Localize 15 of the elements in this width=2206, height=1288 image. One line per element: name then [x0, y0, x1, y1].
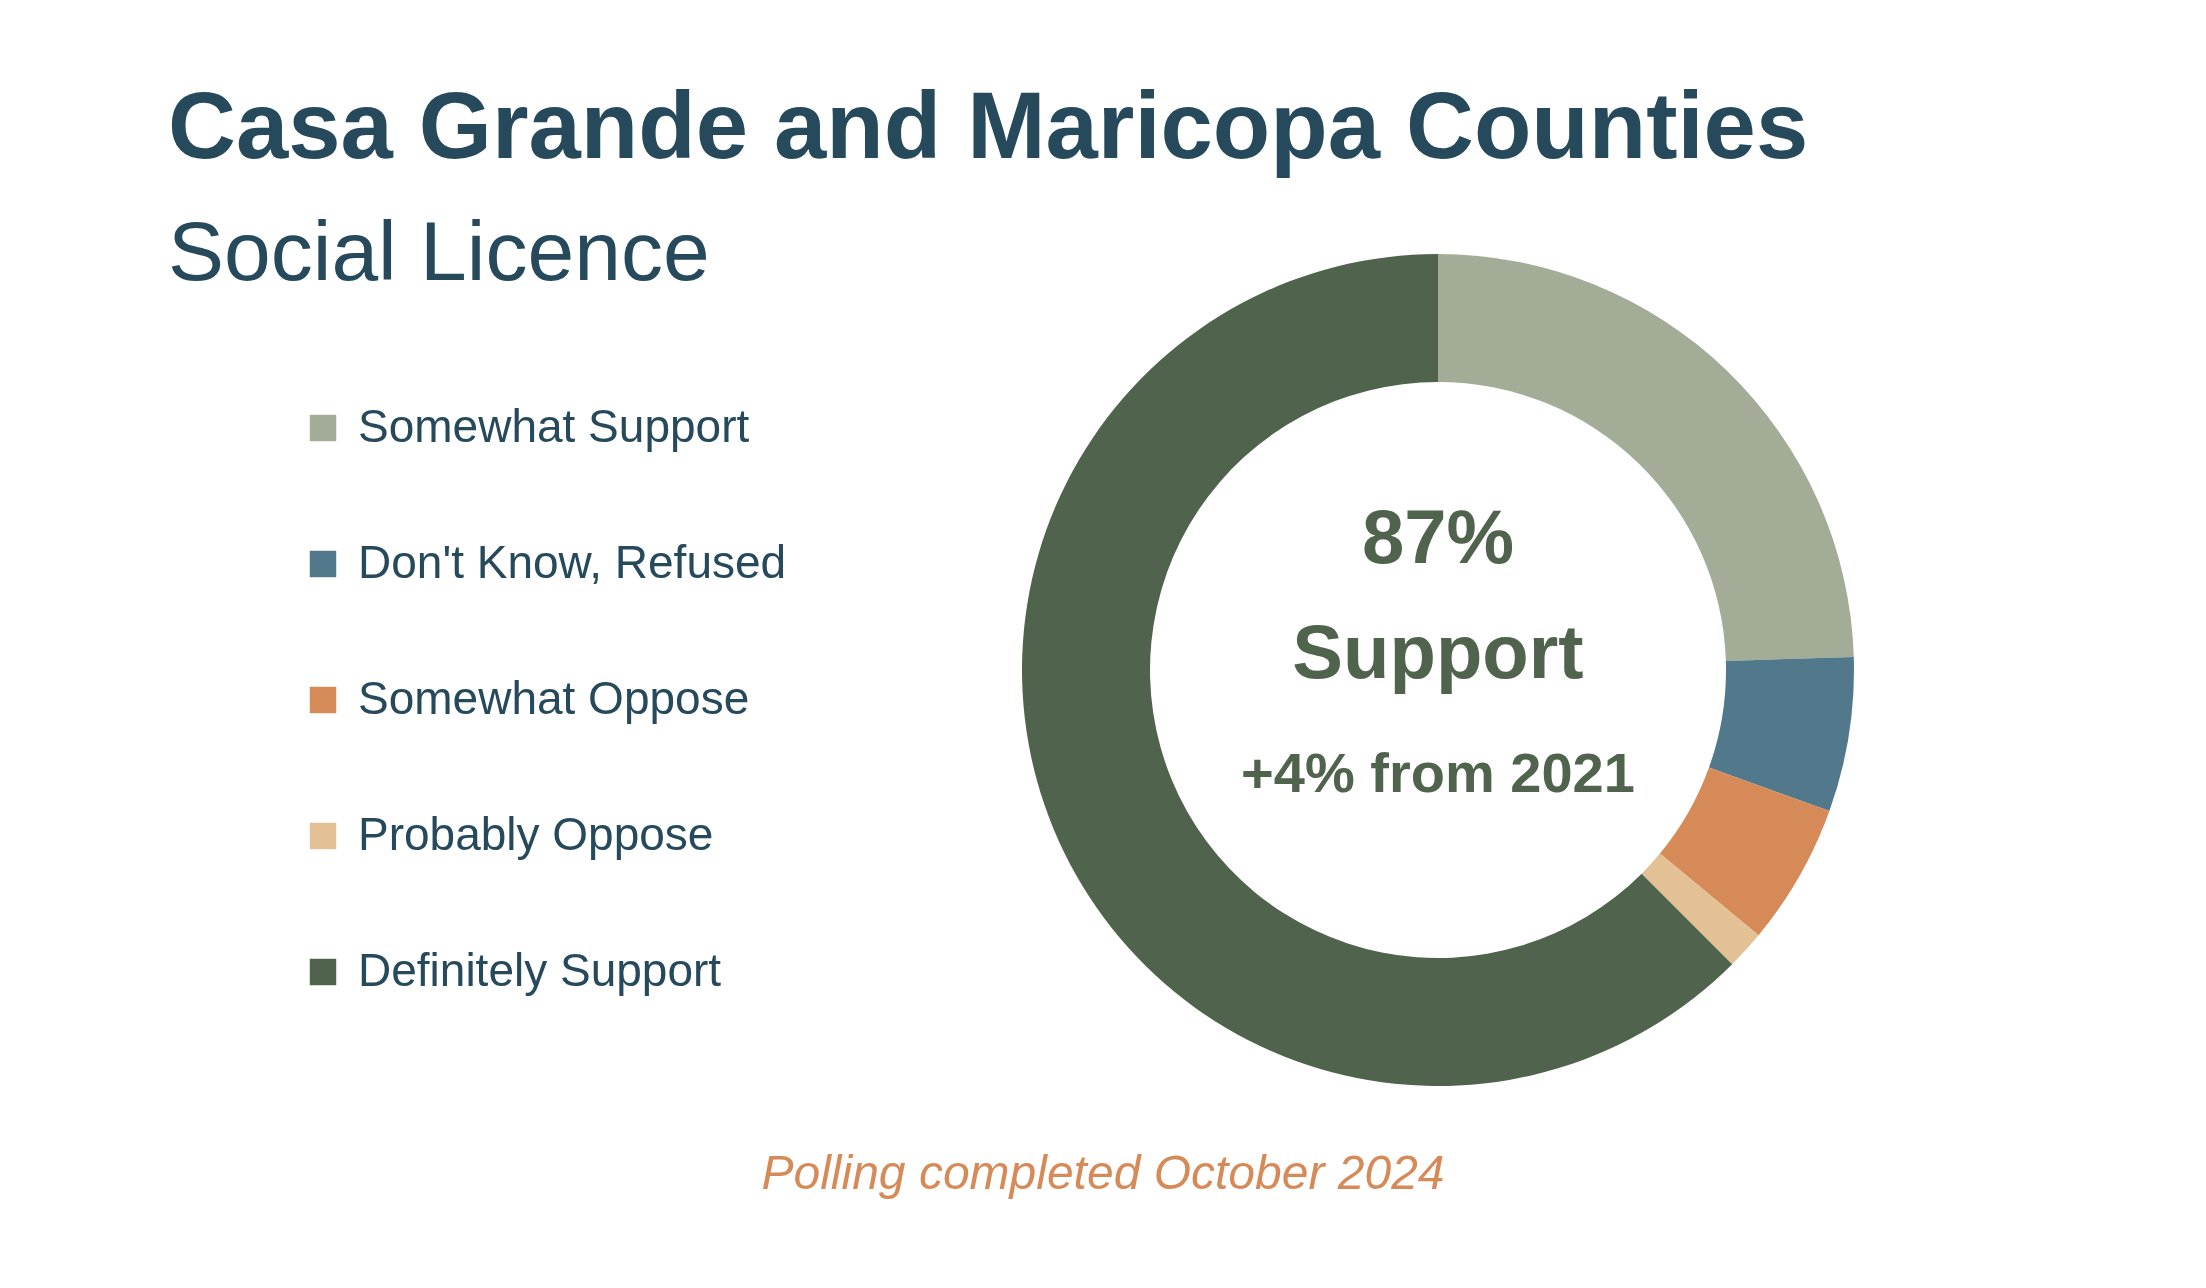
legend-label: Somewhat Support: [358, 400, 750, 452]
donut-slice: [1708, 656, 1854, 811]
text: 87%: [1361, 494, 1515, 579]
legend-label: Don't Know, Refused: [358, 536, 787, 588]
legend-label: Somewhat Oppose: [358, 672, 750, 724]
chart-title: Casa Grande and Maricopa Counties: [168, 73, 1809, 178]
text: Polling completed October 2024: [761, 1146, 1445, 1199]
chart-subtitle: Social Licence: [168, 204, 710, 298]
donut-slice: [1659, 767, 1830, 936]
legend-label: Definitely Support: [358, 944, 722, 996]
text: Support: [1292, 609, 1584, 694]
text: +4% from 2021: [1241, 741, 1635, 804]
donut-slice: [1641, 853, 1759, 965]
donut-slice: [1022, 254, 1733, 1086]
legend-label: Probably Oppose: [358, 808, 714, 860]
